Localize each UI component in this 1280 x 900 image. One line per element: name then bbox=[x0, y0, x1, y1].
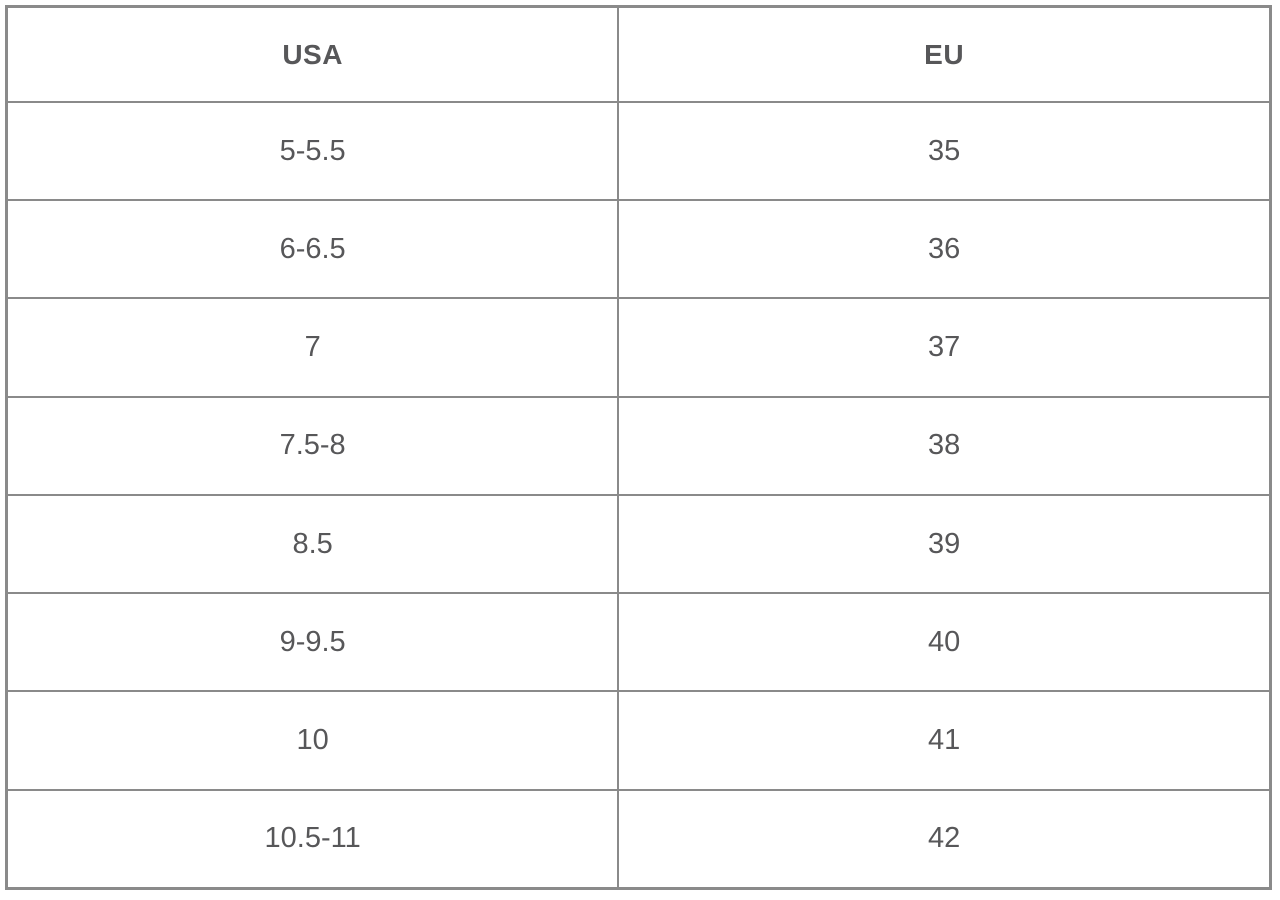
table-body: 5-5.5 35 6-6.5 36 7 37 7.5-8 38 8.5 39 9… bbox=[5, 100, 1272, 890]
table-cell-eu: 38 bbox=[617, 395, 1272, 496]
table-cell-usa: 8.5 bbox=[5, 493, 620, 595]
table-row: 10.5-11 42 bbox=[5, 788, 1272, 890]
table-cell-usa: 7 bbox=[5, 297, 620, 398]
header-cell-eu: EU bbox=[617, 5, 1272, 103]
table-cell-usa: 6-6.5 bbox=[5, 199, 620, 300]
table-header: USA EU bbox=[5, 5, 1272, 103]
table-row: 6-6.5 36 bbox=[5, 199, 1272, 300]
table-row: 5-5.5 35 bbox=[5, 100, 1272, 202]
table-cell-eu: 37 bbox=[617, 297, 1272, 398]
header-row: USA EU bbox=[5, 5, 1272, 103]
table-cell-usa: 9-9.5 bbox=[5, 592, 620, 693]
table-cell-eu: 42 bbox=[617, 788, 1272, 890]
table-row: 7.5-8 38 bbox=[5, 395, 1272, 496]
table-cell-usa: 10 bbox=[5, 690, 620, 791]
table-row: 7 37 bbox=[5, 297, 1272, 398]
table-row: 8.5 39 bbox=[5, 493, 1272, 595]
table-cell-eu: 35 bbox=[617, 100, 1272, 202]
table-cell-eu: 39 bbox=[617, 493, 1272, 595]
table-cell-usa: 5-5.5 bbox=[5, 100, 620, 202]
table-cell-eu: 36 bbox=[617, 199, 1272, 300]
table-cell-eu: 40 bbox=[617, 592, 1272, 693]
table-cell-usa: 7.5-8 bbox=[5, 395, 620, 496]
table-row: 9-9.5 40 bbox=[5, 592, 1272, 693]
table-cell-usa: 10.5-11 bbox=[5, 788, 620, 890]
table-row: 10 41 bbox=[5, 690, 1272, 791]
header-cell-usa: USA bbox=[5, 5, 620, 103]
table-cell-eu: 41 bbox=[617, 690, 1272, 791]
shoe-size-conversion-table: USA EU 5-5.5 35 6-6.5 36 7 37 7.5-8 38 8… bbox=[5, 5, 1272, 890]
